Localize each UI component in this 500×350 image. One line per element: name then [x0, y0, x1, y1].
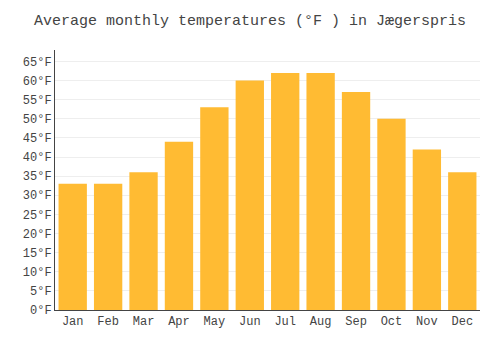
svg-text:25°F: 25°F [23, 209, 52, 223]
svg-text:Average monthly temperatures (: Average monthly temperatures (°F ) in Jæ… [34, 13, 466, 30]
svg-text:35°F: 35°F [23, 170, 52, 184]
svg-text:60°F: 60°F [23, 75, 52, 89]
svg-text:30°F: 30°F [23, 189, 52, 203]
svg-text:55°F: 55°F [23, 94, 52, 108]
svg-text:45°F: 45°F [23, 132, 52, 146]
svg-text:May: May [204, 315, 226, 329]
svg-text:40°F: 40°F [23, 151, 52, 165]
svg-text:Feb: Feb [97, 315, 119, 329]
svg-text:5°F: 5°F [30, 285, 52, 299]
svg-text:15°F: 15°F [23, 247, 52, 261]
svg-text:Oct: Oct [381, 315, 403, 329]
svg-text:20°F: 20°F [23, 228, 52, 242]
svg-text:Sep: Sep [345, 315, 367, 329]
svg-text:Aug: Aug [310, 315, 332, 329]
svg-text:Jun: Jun [239, 315, 261, 329]
svg-text:50°F: 50°F [23, 113, 52, 127]
svg-text:Mar: Mar [133, 315, 155, 329]
svg-text:0°F: 0°F [30, 304, 52, 318]
svg-text:Jul: Jul [274, 315, 296, 329]
svg-text:Nov: Nov [416, 315, 438, 329]
svg-text:Jan: Jan [62, 315, 84, 329]
svg-text:Dec: Dec [451, 315, 473, 329]
svg-text:Apr: Apr [168, 315, 190, 329]
svg-text:10°F: 10°F [23, 266, 52, 280]
svg-text:65°F: 65°F [23, 56, 52, 70]
